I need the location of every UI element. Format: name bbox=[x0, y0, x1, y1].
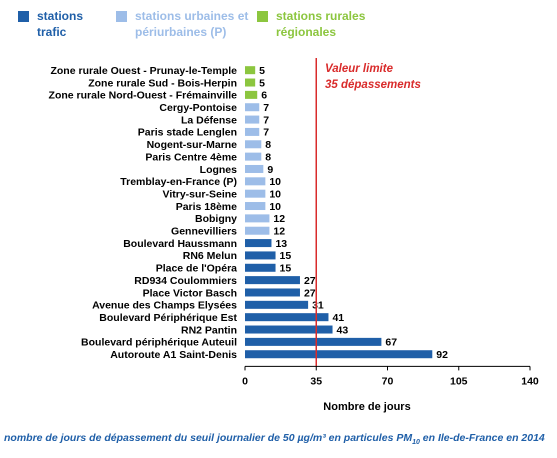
value-label: 12 bbox=[273, 226, 285, 238]
value-label: 7 bbox=[263, 127, 269, 139]
x-tick-label: 140 bbox=[521, 375, 539, 387]
caption-subscript: 10 bbox=[412, 439, 420, 447]
bars-layer: Zone rurale Ouest - Prunay-le-Temple 5 Zon… bbox=[49, 65, 449, 361]
category-label: Place Victor Basch bbox=[143, 287, 237, 299]
category-label: Place de l'Opéra bbox=[156, 263, 237, 275]
bar-13 bbox=[245, 214, 270, 223]
bar-9 bbox=[245, 164, 264, 173]
chart-legend: stations trafic stations urbaines et pér… bbox=[0, 8, 557, 58]
category-label: Gennevilliers bbox=[171, 226, 237, 238]
legend-swatch-trafic bbox=[18, 11, 29, 22]
caption-text: nombre de jours de dépassement du seuil … bbox=[4, 432, 413, 444]
legend-item-trafic: stations trafic bbox=[18, 8, 113, 40]
category-label: Zone rurale Sud - Bois-Herpin bbox=[88, 77, 237, 89]
value-label: 41 bbox=[332, 312, 344, 324]
category-label: Boulevard périphérique Auteuil bbox=[81, 337, 237, 349]
value-label: 27 bbox=[304, 275, 316, 287]
value-label: 10 bbox=[269, 201, 281, 213]
category-label: Paris stade Lenglen bbox=[138, 127, 237, 139]
category-label: Paris 18ème bbox=[176, 201, 237, 213]
value-label: 7 bbox=[263, 102, 269, 114]
bar-10 bbox=[245, 177, 266, 186]
category-label: RN2 Pantin bbox=[181, 324, 237, 336]
category-label: Avenue des Champs Elysées bbox=[92, 300, 237, 312]
bar-8 bbox=[245, 152, 262, 161]
legend-swatch-rurale bbox=[257, 11, 268, 22]
category-label: Zone rurale Ouest - Prunay-le-Temple bbox=[50, 65, 237, 77]
category-label: Paris Centre 4ème bbox=[145, 151, 237, 163]
bar-21 bbox=[245, 313, 329, 322]
value-label: 10 bbox=[269, 188, 281, 200]
limit-label-line2: 35 dépassements bbox=[325, 79, 421, 91]
x-tick-label: 70 bbox=[382, 375, 394, 387]
value-label: 31 bbox=[312, 300, 324, 312]
legend-label-urbaine: stations urbaines et périurbaines (P) bbox=[135, 9, 249, 39]
value-label: 10 bbox=[269, 176, 281, 188]
category-label: RD934 Coulommiers bbox=[134, 275, 237, 287]
value-label: 8 bbox=[265, 139, 271, 151]
figure-caption: nombre de jours de dépassement du seuil … bbox=[4, 432, 557, 446]
value-label: 5 bbox=[259, 65, 265, 77]
category-label: Zone rurale Nord-Ouest - Frémainville bbox=[49, 90, 238, 102]
category-label: Boulevard Haussmann bbox=[123, 238, 237, 250]
bar-15 bbox=[245, 239, 272, 248]
bar-2 bbox=[245, 78, 256, 87]
bar-20 bbox=[245, 300, 309, 309]
value-label: 8 bbox=[265, 151, 271, 163]
legend-label-trafic: stations trafic bbox=[37, 9, 84, 39]
bar-12 bbox=[245, 202, 266, 211]
category-label: Bobigny bbox=[195, 213, 237, 225]
value-label: 67 bbox=[385, 337, 397, 349]
value-label: 27 bbox=[304, 287, 316, 299]
value-label: 7 bbox=[263, 114, 269, 126]
x-ticks-layer: 0 35 70 105 140 bbox=[242, 366, 539, 387]
bar-23 bbox=[245, 337, 382, 346]
legend-item-urbaine: stations urbaines et périurbaines (P) bbox=[116, 8, 251, 40]
legend-label-rurale: stations rurales régionales bbox=[276, 9, 366, 39]
value-label: 92 bbox=[436, 349, 448, 361]
bar-16 bbox=[245, 251, 276, 260]
legend-item-rurale: stations rurales régionales bbox=[257, 8, 372, 40]
bar-19 bbox=[245, 288, 300, 297]
x-axis-title: Nombre de jours bbox=[323, 401, 410, 413]
category-label: La Défense bbox=[181, 114, 237, 126]
x-tick-label: 105 bbox=[450, 375, 468, 387]
value-label: 9 bbox=[267, 164, 273, 176]
bar-chart: Zone rurale Ouest - Prunay-le-Temple 5 Zon… bbox=[49, 58, 539, 413]
category-label: Nogent-sur-Marne bbox=[147, 139, 238, 151]
bar-5 bbox=[245, 115, 260, 124]
legend-swatch-urbaine bbox=[116, 11, 127, 22]
category-label: Boulevard Périphérique Est bbox=[99, 312, 237, 324]
value-label: 13 bbox=[275, 238, 287, 250]
category-label: Lognes bbox=[200, 164, 237, 176]
bar-11 bbox=[245, 189, 266, 198]
bar-22 bbox=[245, 325, 333, 334]
caption-text-end: en Ile-de-France en 2014 bbox=[419, 432, 545, 444]
value-label: 15 bbox=[280, 263, 292, 275]
value-label: 43 bbox=[337, 324, 349, 336]
value-label: 5 bbox=[259, 77, 265, 89]
bar-3 bbox=[245, 90, 258, 99]
bar-1 bbox=[245, 66, 256, 75]
category-label: Vitry-sur-Seine bbox=[163, 188, 238, 200]
category-label: RN6 Melun bbox=[183, 250, 237, 262]
bar-14 bbox=[245, 226, 270, 235]
category-label: Tremblay-en-France (P) bbox=[120, 176, 237, 188]
bar-24 bbox=[245, 350, 433, 359]
bar-6 bbox=[245, 127, 260, 136]
bar-18 bbox=[245, 276, 300, 285]
value-label: 12 bbox=[273, 213, 285, 225]
limit-label-line1: Valeur limite bbox=[325, 63, 394, 75]
value-label: 15 bbox=[280, 250, 292, 262]
bar-17 bbox=[245, 263, 276, 272]
value-label: 6 bbox=[261, 90, 267, 102]
x-tick-label: 35 bbox=[310, 375, 322, 387]
bar-4 bbox=[245, 103, 260, 112]
category-label: Autoroute A1 Saint-Denis bbox=[110, 349, 237, 361]
category-label: Cergy-Pontoise bbox=[159, 102, 237, 114]
bar-7 bbox=[245, 140, 262, 149]
x-tick-label: 0 bbox=[242, 375, 248, 387]
